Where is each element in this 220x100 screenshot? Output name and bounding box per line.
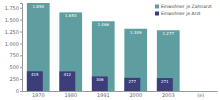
data-label: 1.466 xyxy=(98,22,110,27)
data-label: 1.277 xyxy=(163,31,175,36)
y-tick-label: 0 xyxy=(16,88,19,94)
x-tick-label: 2003 xyxy=(162,92,175,98)
data-label: 412 xyxy=(64,72,72,77)
x-axis: 1970 1980 1991 2000 2003 (e) xyxy=(23,91,218,98)
legend-swatch xyxy=(155,5,159,9)
bar xyxy=(27,71,43,91)
y-tick-line xyxy=(20,79,22,80)
y-tick: 750 xyxy=(9,52,22,58)
bar xyxy=(124,78,140,91)
x-axis-line xyxy=(23,91,218,92)
y-tick: 1.750 xyxy=(5,5,22,11)
x-tick: 1980 xyxy=(64,91,77,98)
y-tick-line xyxy=(20,67,22,68)
bars xyxy=(27,3,180,91)
y-tick: 1.000 xyxy=(5,41,22,47)
y-tick-label: 1.250 xyxy=(5,29,19,35)
y-tick-label: 1.000 xyxy=(5,41,19,47)
bar xyxy=(157,30,180,91)
y-tick-label: 250 xyxy=(9,76,19,82)
bar xyxy=(92,21,115,91)
x-tick: 1991 xyxy=(97,91,110,98)
x-tick-label: 1980 xyxy=(64,92,77,98)
y-tick: 250 xyxy=(9,76,22,82)
y-tick-line xyxy=(20,55,22,56)
legend-label: Einwohner je Zahnarzt xyxy=(161,4,212,9)
y-tick-line xyxy=(20,8,22,9)
y-tick-label: 500 xyxy=(9,64,19,70)
y-tick-line xyxy=(20,91,22,92)
x-tick-label: 1970 xyxy=(32,92,45,98)
legend-label: Einwohner je Arzt xyxy=(161,11,201,16)
x-tick-label: (e) xyxy=(197,92,204,98)
y-tick-label: 1.500 xyxy=(5,17,19,23)
y-tick-label: 1.750 xyxy=(5,5,19,11)
bar xyxy=(124,29,147,91)
chart: 02505007501.0001.2501.5001.7501970198019… xyxy=(0,0,220,100)
x-tick: 1970 xyxy=(32,91,45,98)
bar xyxy=(59,71,75,91)
y-tick-label: 750 xyxy=(9,52,19,58)
bar xyxy=(92,76,108,91)
y-tick-line xyxy=(20,43,22,44)
bar xyxy=(59,12,82,91)
data-label: 277 xyxy=(129,79,137,84)
y-tick: 1.500 xyxy=(5,17,22,23)
y-tick: 0 xyxy=(16,88,22,94)
bar xyxy=(27,3,50,91)
x-tick-label: 1991 xyxy=(97,92,110,98)
data-label: 1.850 xyxy=(33,4,45,9)
x-tick: 2003 xyxy=(162,91,175,98)
y-tick-line xyxy=(20,20,22,21)
x-tick: (e) xyxy=(197,91,204,98)
y-tick-line xyxy=(20,32,22,33)
legend-swatch xyxy=(155,12,159,16)
data-labels: 1.850 1.653 1.466 1.309 1.277 415 412 306 277 271 xyxy=(31,4,174,84)
bar xyxy=(157,78,173,91)
data-label: 306 xyxy=(96,77,104,82)
y-axis-line xyxy=(20,4,23,92)
data-label: 1.309 xyxy=(130,30,142,35)
data-label: 415 xyxy=(31,72,39,77)
y-tick: 500 xyxy=(9,64,22,70)
y-axis: 0 250 500 750 1.000 1.250 1.500 1.750 xyxy=(5,4,23,95)
data-label: 271 xyxy=(161,79,169,84)
data-label: 1.653 xyxy=(65,13,77,18)
x-tick: 2000 xyxy=(129,91,142,98)
x-tick-label: 2000 xyxy=(129,92,142,98)
y-tick: 1.250 xyxy=(5,29,22,35)
legend: Einwohner je Zahnarzt Einwohner je Arzt xyxy=(155,4,212,16)
